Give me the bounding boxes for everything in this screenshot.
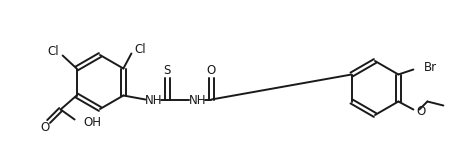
Text: O: O: [416, 105, 426, 118]
Text: Br: Br: [424, 61, 437, 74]
Text: OH: OH: [83, 116, 102, 129]
Text: O: O: [40, 121, 49, 134]
Text: S: S: [164, 64, 171, 77]
Text: Cl: Cl: [48, 45, 60, 58]
Text: NH: NH: [144, 94, 162, 107]
Text: NH: NH: [189, 94, 206, 107]
Text: O: O: [207, 64, 216, 77]
Text: Cl: Cl: [135, 43, 146, 56]
